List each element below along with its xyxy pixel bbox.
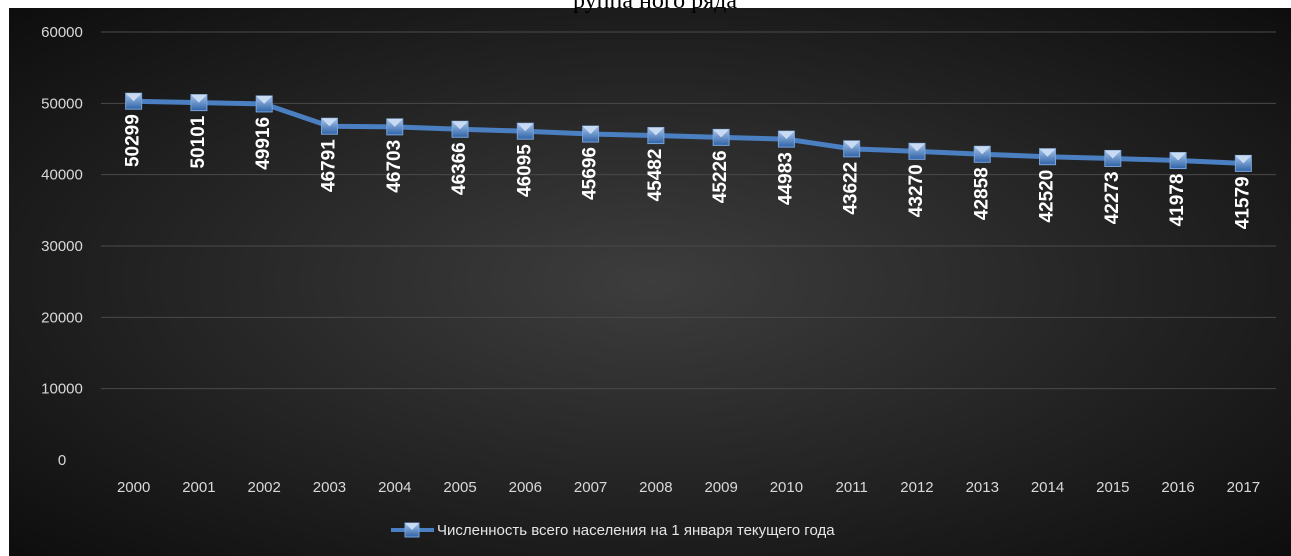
marker-2006 [516, 122, 534, 140]
x-tick-label-2010: 2010 [770, 479, 803, 496]
x-axis-tick-labels: 2000 2001 2002 2003 2004 2005 2006 2007 2008 2009… [117, 479, 1260, 496]
chart-title: руппа ного ряда [573, 0, 737, 14]
gridlines [101, 31, 1276, 390]
marker-2012 [908, 142, 926, 160]
marker-2005 [451, 120, 469, 138]
x-tick-label-2004: 2004 [378, 479, 411, 496]
data-label-2005: 46366 [449, 142, 470, 195]
y-tick-label-0: 0 [58, 452, 66, 469]
legend: Численность всего населения на 1 января … [391, 522, 835, 539]
data-label-2007: 45696 [580, 147, 601, 200]
data-label-2016: 41978 [1167, 174, 1188, 227]
y-tick-label-60000: 60000 [41, 24, 83, 41]
marker-2009 [712, 128, 730, 146]
y-tick-label-40000: 40000 [41, 167, 83, 184]
x-tick-label-2009: 2009 [704, 479, 737, 496]
x-tick-label-2014: 2014 [1031, 479, 1064, 496]
marker-2004 [386, 118, 404, 136]
x-tick-label-2006: 2006 [509, 479, 542, 496]
series-markers [125, 92, 1252, 172]
marker-2007 [582, 125, 600, 143]
y-tick-label-30000: 30000 [41, 238, 83, 255]
x-tick-label-2008: 2008 [639, 479, 672, 496]
data-label-2017: 41579 [1232, 176, 1253, 229]
data-label-2000: 50299 [123, 114, 144, 167]
marker-2002 [255, 95, 273, 113]
data-label-2014: 42520 [1037, 170, 1058, 223]
data-label-2006: 46095 [514, 144, 535, 197]
x-tick-label-2015: 2015 [1096, 479, 1129, 496]
series-polyline [131, 98, 1246, 166]
marker-2015 [1104, 149, 1122, 167]
x-tick-label-2017: 2017 [1227, 479, 1260, 496]
marker-2011 [843, 140, 861, 158]
data-label-2002: 49916 [253, 117, 274, 170]
marker-2016 [1169, 152, 1187, 170]
x-tick-label-2011: 2011 [836, 479, 868, 496]
data-label-2013: 42858 [971, 167, 992, 220]
marker-2014 [1039, 148, 1057, 166]
y-axis-tick-labels: 0 10000 20000 30000 40000 50000 60000 [41, 24, 83, 469]
marker-2017 [1234, 154, 1252, 172]
data-label-2003: 46791 [318, 139, 339, 192]
x-tick-label-2016: 2016 [1161, 479, 1194, 496]
y-tick-label-20000: 20000 [41, 309, 83, 326]
title-band [0, 0, 1291, 8]
data-labels: 50299 50101 49916 46791 46703 46366 46095 45696… [123, 114, 1254, 229]
chart-background [9, 8, 1291, 556]
y-tick-label-10000: 10000 [41, 381, 83, 398]
data-label-2015: 42273 [1102, 171, 1123, 224]
x-tick-label-2007: 2007 [574, 479, 607, 496]
marker-2008 [647, 127, 665, 145]
marker-2001 [190, 94, 208, 112]
data-label-2004: 46703 [384, 140, 405, 193]
data-label-2012: 43270 [906, 164, 927, 217]
data-label-2001: 50101 [188, 115, 209, 168]
x-tick-label-2005: 2005 [443, 479, 476, 496]
marker-2000 [125, 92, 143, 110]
x-tick-label-2002: 2002 [248, 479, 281, 496]
x-tick-label-2001: 2001 [182, 479, 215, 496]
marker-2013 [973, 145, 991, 163]
x-tick-label-2012: 2012 [900, 479, 933, 496]
data-label-2008: 45482 [645, 149, 666, 202]
x-tick-label-2000: 2000 [117, 479, 150, 496]
x-tick-label-2003: 2003 [313, 479, 346, 496]
legend-label: Численность всего населения на 1 января … [437, 522, 835, 539]
x-tick-label-2013: 2013 [966, 479, 999, 496]
data-label-2009: 45226 [710, 150, 731, 203]
data-label-2011: 43622 [841, 162, 862, 215]
series-line [131, 98, 1246, 166]
data-label-2010: 44983 [775, 152, 796, 205]
legend-marker-icon [404, 522, 420, 538]
marker-2010 [777, 130, 795, 148]
y-tick-label-50000: 50000 [41, 95, 83, 112]
marker-2003 [320, 117, 338, 135]
